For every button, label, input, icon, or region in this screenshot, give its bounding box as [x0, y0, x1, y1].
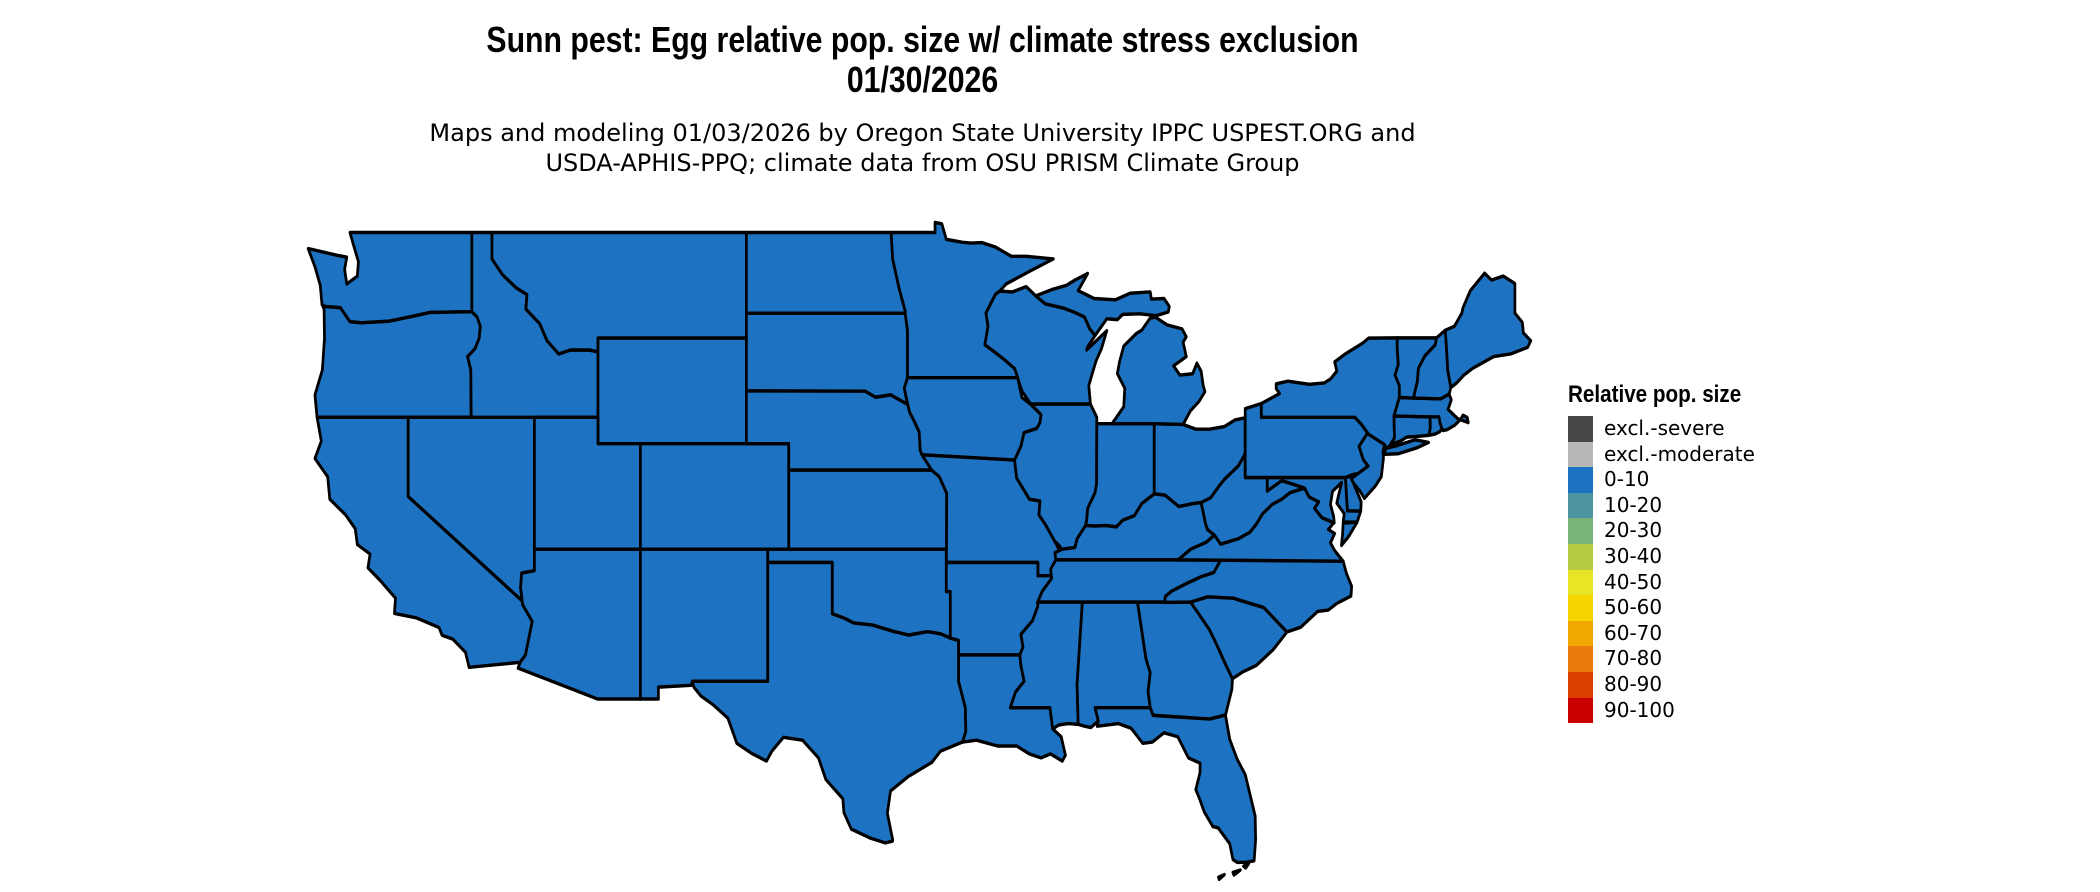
legend-row: 60-70: [1568, 620, 1769, 647]
state-tx: [690, 560, 968, 845]
state-mi-lower-peninsula: [1110, 315, 1207, 427]
map-subtitle: Maps and modeling 01/03/2026 by Oregon S…: [0, 118, 1845, 178]
state-wy: [596, 336, 748, 446]
state-fl: [1093, 706, 1257, 865]
legend-label: 40-50: [1604, 569, 1663, 594]
legend-row: 70-80: [1568, 646, 1769, 672]
legend-row: 80-90: [1568, 671, 1769, 698]
legend: Relative pop. size excl.-severe excl.-mod…: [1568, 381, 1769, 724]
legend-row: 10-20: [1568, 492, 1769, 519]
state-co: [639, 442, 791, 552]
state-or: [313, 302, 482, 420]
map-title-line1: Sunn pest: Egg relative pop. size w/ cli…: [486, 19, 1359, 60]
legend-row: 40-50: [1568, 569, 1769, 596]
legend-row: 50-60: [1568, 595, 1769, 621]
florida-keys: [1217, 861, 1251, 882]
legend-row: 0-10: [1568, 467, 1769, 493]
legend-label: excl.-moderate: [1604, 441, 1755, 466]
legend-label: 90-100: [1604, 697, 1675, 722]
legend-label: 50-60: [1604, 595, 1663, 620]
legend-swatch: [1568, 543, 1593, 570]
legend-swatch: [1568, 671, 1593, 698]
legend-swatch: [1568, 467, 1593, 493]
us-map-svg: [306, 220, 1533, 882]
legend-label: excl.-severe: [1604, 416, 1725, 440]
legend-label: 20-30: [1604, 518, 1663, 543]
legend-swatch: [1568, 569, 1593, 596]
legend-swatch: [1568, 441, 1593, 468]
legend-row: excl.-moderate: [1568, 441, 1769, 468]
legend-row: excl.-severe: [1568, 416, 1769, 442]
legend-items: excl.-severe excl.-moderate 0-10 10-20 20-30…: [1568, 416, 1769, 724]
state-nj: [1349, 431, 1386, 501]
legend-label: 60-70: [1604, 620, 1663, 645]
state-mi-upper-peninsula: [1034, 271, 1171, 338]
state-me: [1443, 271, 1533, 390]
legend-swatch: [1568, 518, 1593, 544]
state-nc: [1163, 558, 1354, 634]
legend-label: 10-20: [1604, 492, 1663, 517]
state-md: [1265, 475, 1363, 525]
legend-swatch: [1568, 595, 1593, 621]
legend-swatch: [1568, 620, 1593, 647]
legend-swatch: [1568, 697, 1593, 724]
legend-swatch: [1568, 416, 1593, 442]
state-az: [516, 547, 642, 701]
legend-swatch: [1568, 646, 1593, 672]
map-subtitle-line2: USDA-APHIS-PPQ; climate data from OSU PR…: [545, 149, 1300, 177]
map-title: Sunn pest: Egg relative pop. size w/ cli…: [0, 20, 1845, 100]
map-subtitle-line1: Maps and modeling 01/03/2026 by Oregon S…: [429, 119, 1416, 147]
long-island: [1383, 438, 1430, 456]
legend-title: Relative pop. size: [1568, 381, 1742, 408]
legend-swatch: [1568, 492, 1593, 519]
legend-row: 90-100: [1568, 697, 1769, 724]
map-title-date: 01/30/2026: [846, 59, 999, 100]
legend-row: 20-30: [1568, 518, 1769, 544]
us-choropleth-map: [298, 218, 1542, 885]
state-nd: [745, 230, 907, 316]
state-nm: [639, 547, 770, 701]
legend-row: 30-40: [1568, 543, 1769, 570]
legend-label: 0-10: [1604, 467, 1650, 492]
legend-label: 30-40: [1604, 543, 1663, 568]
state-ks: [787, 468, 949, 552]
state-va-eastern-shore: [1340, 520, 1359, 548]
legend-label: 70-80: [1604, 646, 1663, 671]
legend-label: 80-90: [1604, 671, 1663, 696]
